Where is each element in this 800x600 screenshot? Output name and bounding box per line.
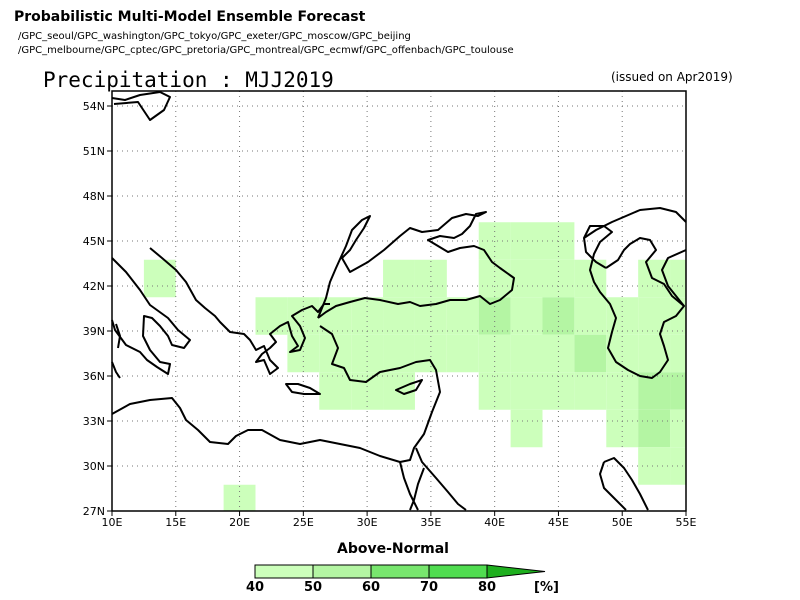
gpc-centres-line-2: /GPC_melbourne/GPC_cptec/GPC_pretoria/GP… (18, 45, 514, 56)
map-frame (111, 90, 687, 512)
legend-label: 40 (245, 580, 265, 595)
probability-cell (383, 259, 415, 298)
y-tick-label: 45N (83, 235, 105, 248)
probability-cell (319, 372, 352, 410)
probability-cell (383, 334, 415, 373)
gpc-centres-line-1: /GPC_seoul/GPC_washington/GPC_tokyo/GPC_… (18, 31, 411, 42)
y-tick-label: 36N (83, 370, 105, 383)
x-tick-label: 10E (102, 516, 123, 529)
y-tick-label: 48N (83, 190, 105, 203)
probability-cell (670, 297, 686, 335)
legend-unit: [%] (534, 580, 559, 595)
coast-cyprus (395, 379, 423, 395)
probability-cell (574, 297, 607, 335)
coast-sardinia (115, 323, 121, 349)
x-tick-label: 25E (293, 516, 314, 529)
legend-label: 60 (361, 580, 381, 595)
legend-label: 70 (419, 580, 439, 595)
y-tick-label: 51N (83, 145, 105, 158)
probability-cell (638, 297, 671, 335)
x-tick-label: 50E (612, 516, 633, 529)
probability-cell (670, 334, 686, 373)
probability-cell (670, 447, 686, 485)
coast-persian-gulf (599, 457, 649, 511)
probability-cell (255, 297, 288, 335)
coastlines (111, 91, 687, 511)
coast-caspian-east (661, 249, 687, 307)
y-tick-label: 33N (83, 415, 105, 428)
coast-caspian (583, 225, 685, 379)
legend-title: Above-Normal (337, 541, 449, 557)
coast-anatolia-levant (111, 325, 441, 463)
legend-swatch (254, 564, 314, 579)
probability-cell (510, 409, 543, 448)
color-legend (254, 564, 546, 579)
coast-sicily (111, 361, 121, 379)
probability-cell (670, 409, 686, 448)
coast-caspian-north (583, 207, 687, 239)
coast-crete (285, 383, 321, 395)
variable-title: Precipitation : MJJ2019 (43, 68, 334, 92)
forecast-title: Probabilistic Multi-Model Ensemble Forec… (14, 9, 366, 25)
y-tick-label: 54N (83, 100, 105, 113)
probability-cell (670, 372, 686, 410)
x-tick-label: 20E (229, 516, 250, 529)
x-tick-label: 15E (165, 516, 186, 529)
coast-red-sea (399, 447, 467, 511)
x-tick-label: 35E (420, 516, 441, 529)
coast-black-sea (317, 211, 515, 319)
probability-cell (638, 409, 671, 448)
probability-cell (446, 297, 479, 335)
probability-cell (638, 372, 671, 410)
probability-cell (510, 259, 543, 298)
x-tick-label: 30E (357, 516, 378, 529)
legend-label: 50 (303, 580, 323, 595)
y-tick-label: 30N (83, 460, 105, 473)
legend-label: 80 (477, 580, 497, 595)
y-tick-label: 39N (83, 325, 105, 338)
map-axes: 10E 15E 20E 25E 30E 35E 40E 45E 50E 55E 27N 30N 33N 3… (83, 90, 697, 529)
probability-cell (638, 447, 671, 485)
probability-cell (510, 334, 543, 373)
y-tick-label: 27N (83, 505, 105, 518)
probability-cell (446, 334, 479, 373)
probability-cell (510, 372, 543, 410)
legend-swatch (428, 564, 488, 579)
legend-arrow (486, 564, 546, 579)
issued-date: (issued on Apr2019) (611, 70, 733, 84)
legend-swatch (370, 564, 430, 579)
probability-cell (223, 484, 256, 511)
legend-swatch (312, 564, 372, 579)
x-tick-label: 55E (676, 516, 697, 529)
coast-italy (111, 91, 191, 375)
probability-cells (143, 222, 686, 511)
coast-balkans-greece (149, 247, 330, 375)
lat-lon-grid (112, 91, 686, 511)
probability-cell (574, 372, 607, 410)
x-tick-label: 40E (484, 516, 505, 529)
probability-cell (510, 297, 543, 335)
probability-cell (574, 334, 607, 373)
probability-cell (670, 259, 686, 298)
y-tick-label: 42N (83, 280, 105, 293)
x-tick-label: 45E (548, 516, 569, 529)
